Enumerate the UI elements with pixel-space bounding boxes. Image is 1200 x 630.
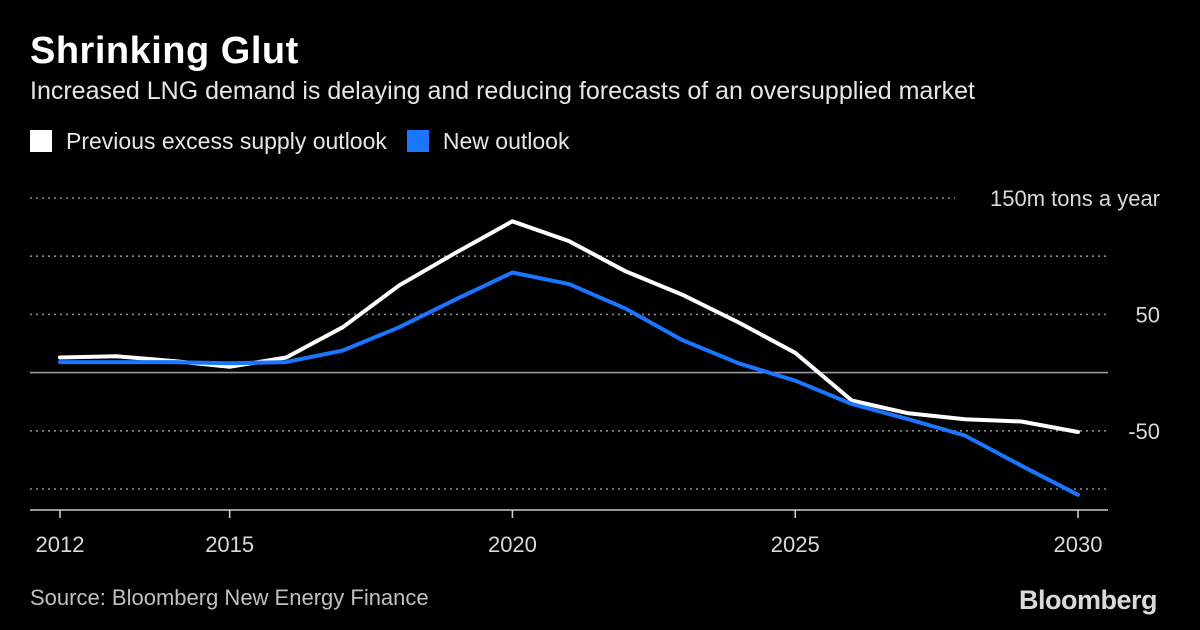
x-tick-label-3: 2025 — [771, 532, 820, 557]
bloomberg-logo: Bloomberg — [1018, 585, 1158, 615]
legend-swatch-new-outlook — [406, 130, 429, 152]
legend-swatch-previous-outlook — [30, 130, 52, 152]
x-tick-label-0: 2012 — [36, 532, 85, 557]
series-line-new-outlook — [58, 270, 1080, 497]
chart-subtitle: Increased LNG demand is delaying and red… — [30, 77, 975, 105]
x-tick-label-4: 2030 — [1054, 532, 1103, 557]
x-tick-label-2: 2020 — [488, 532, 537, 557]
y-tick-label-1: 50 — [1136, 302, 1160, 327]
legend-label-new-outlook: New outlook — [442, 127, 570, 154]
source-note: Source: Bloomberg New Energy Finance — [30, 585, 429, 610]
y-tick-label-2: -50 — [1128, 419, 1160, 444]
series-line-previous-outlook — [58, 219, 1080, 434]
legend-item-new-outlook: New outlook — [406, 127, 570, 155]
legend-label-previous-outlook: Previous excess supply outlook — [66, 127, 387, 154]
y-tick-label-0: 150m tons a year — [990, 186, 1160, 211]
legend: Previous excess supply outlook New outlo… — [30, 127, 589, 155]
x-tick-label-1: 2015 — [205, 532, 254, 557]
legend-item-previous-outlook: Previous excess supply outlook — [30, 128, 387, 155]
chart-title: Shrinking Glut — [30, 30, 299, 72]
